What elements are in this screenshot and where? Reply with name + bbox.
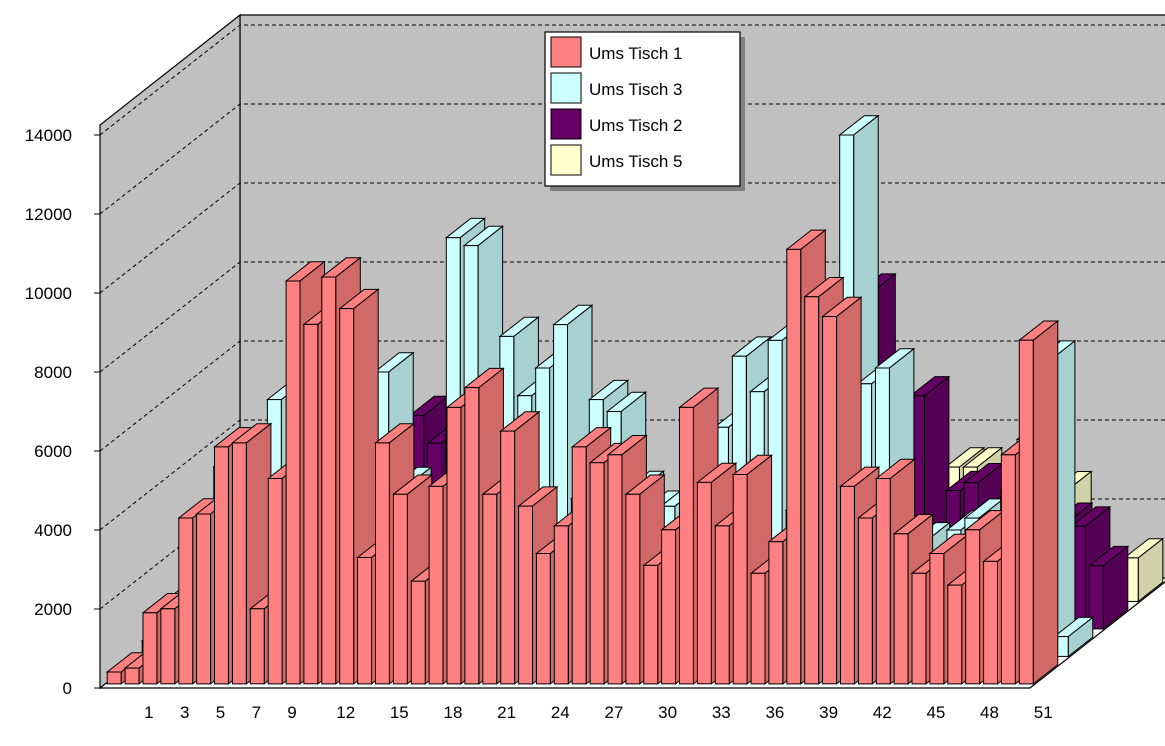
bar-front <box>429 486 443 684</box>
bar-front <box>107 672 121 684</box>
bar-front <box>733 475 747 684</box>
bar-front <box>501 431 515 684</box>
x-tick-label: 18 <box>444 703 463 722</box>
x-tick-label: 27 <box>604 703 623 722</box>
bar-front <box>215 447 229 684</box>
bar-front <box>161 609 175 684</box>
bar-front <box>143 613 157 684</box>
x-tick-label: 30 <box>658 703 677 722</box>
y-tick-label: 8000 <box>34 363 72 382</box>
bar-front <box>1019 340 1033 684</box>
bar-front <box>197 514 211 684</box>
x-tick-label: 24 <box>551 703 570 722</box>
bar-front <box>930 554 944 684</box>
y-tick-label: 0 <box>63 679 72 698</box>
bar-front <box>680 407 694 684</box>
bar-front <box>608 455 622 684</box>
x-tick-label: 1 <box>144 703 153 722</box>
bar-front <box>858 518 872 684</box>
legend-label: Ums Tisch 2 <box>589 116 683 135</box>
bar-side <box>1033 321 1058 684</box>
bar-front <box>376 443 390 684</box>
bar-front <box>125 668 139 684</box>
legend-swatch <box>551 109 581 139</box>
y-axis: 0 2000 4000 6000 8000 10000 12000 14000 <box>25 126 100 698</box>
legend-swatch <box>551 73 581 103</box>
bar-front <box>465 388 479 684</box>
bar-front <box>483 494 497 684</box>
x-tick-label: 9 <box>287 703 296 722</box>
bar-front <box>805 297 819 684</box>
x-tick-label: 5 <box>216 703 225 722</box>
bar-front <box>876 479 890 684</box>
legend: Ums Tisch 1 Ums Tisch 3 Ums Tisch 2 Ums Tis… <box>545 32 745 191</box>
x-tick-label: 21 <box>497 703 516 722</box>
bar-front <box>841 486 855 684</box>
x-tick-label: 3 <box>180 703 189 722</box>
y-tick-label: 2000 <box>34 600 72 619</box>
x-tick-label: 48 <box>980 703 999 722</box>
bar-front <box>715 526 729 684</box>
bar-front <box>304 324 318 683</box>
legend-label: Ums Tisch 5 <box>589 152 683 171</box>
x-tick-label: 45 <box>926 703 945 722</box>
bar-front <box>1001 455 1015 684</box>
bar-front <box>626 494 640 684</box>
x-tick-label: 36 <box>765 703 784 722</box>
bar-front <box>268 479 282 684</box>
y-tick-label: 14000 <box>25 126 72 145</box>
bar <box>1019 321 1058 684</box>
bar-front <box>447 407 461 684</box>
bar-front <box>787 249 801 684</box>
bar-front <box>984 561 998 684</box>
bar-front <box>572 447 586 684</box>
bar-front <box>894 534 908 684</box>
bar-front <box>393 494 407 684</box>
bar-front <box>590 463 604 684</box>
y-tick-label: 10000 <box>25 284 72 303</box>
x-tick-label: 39 <box>819 703 838 722</box>
x-tick-label: 42 <box>873 703 892 722</box>
x-tick-label: 33 <box>712 703 731 722</box>
x-tick-label: 7 <box>252 703 261 722</box>
legend-swatch <box>551 37 581 67</box>
legend-label: Ums Tisch 1 <box>589 44 683 63</box>
bar-front <box>554 526 568 684</box>
bar-front <box>286 281 300 684</box>
bar-front <box>340 309 354 684</box>
bar-front <box>751 573 765 684</box>
legend-label: Ums Tisch 3 <box>589 80 683 99</box>
bar-front <box>322 277 336 684</box>
bar-front <box>912 573 926 684</box>
bar-front <box>411 581 425 684</box>
bar-front <box>644 565 658 684</box>
bar-front <box>358 558 372 684</box>
bar-front <box>697 482 711 683</box>
bar-front <box>250 609 264 684</box>
bar-front <box>232 443 246 684</box>
bar-front <box>823 317 837 684</box>
x-tick-label: 51 <box>1034 703 1053 722</box>
x-axis: 1 3 5 7 9 12 15 18 21 24 27 30 33 36 39 42 45 48 51 <box>144 703 1052 722</box>
x-tick-label: 15 <box>390 703 409 722</box>
bar-front <box>662 530 676 684</box>
bar-front <box>179 518 193 684</box>
y-tick-label: 4000 <box>34 521 72 540</box>
bar-front <box>536 554 550 684</box>
bar-front <box>519 506 533 684</box>
bar-front <box>769 542 783 684</box>
bar-front <box>948 585 962 684</box>
x-tick-label: 12 <box>336 703 355 722</box>
legend-swatch <box>551 145 581 175</box>
y-tick-label: 12000 <box>25 205 72 224</box>
bar-front <box>966 530 980 684</box>
y-tick-label: 6000 <box>34 442 72 461</box>
